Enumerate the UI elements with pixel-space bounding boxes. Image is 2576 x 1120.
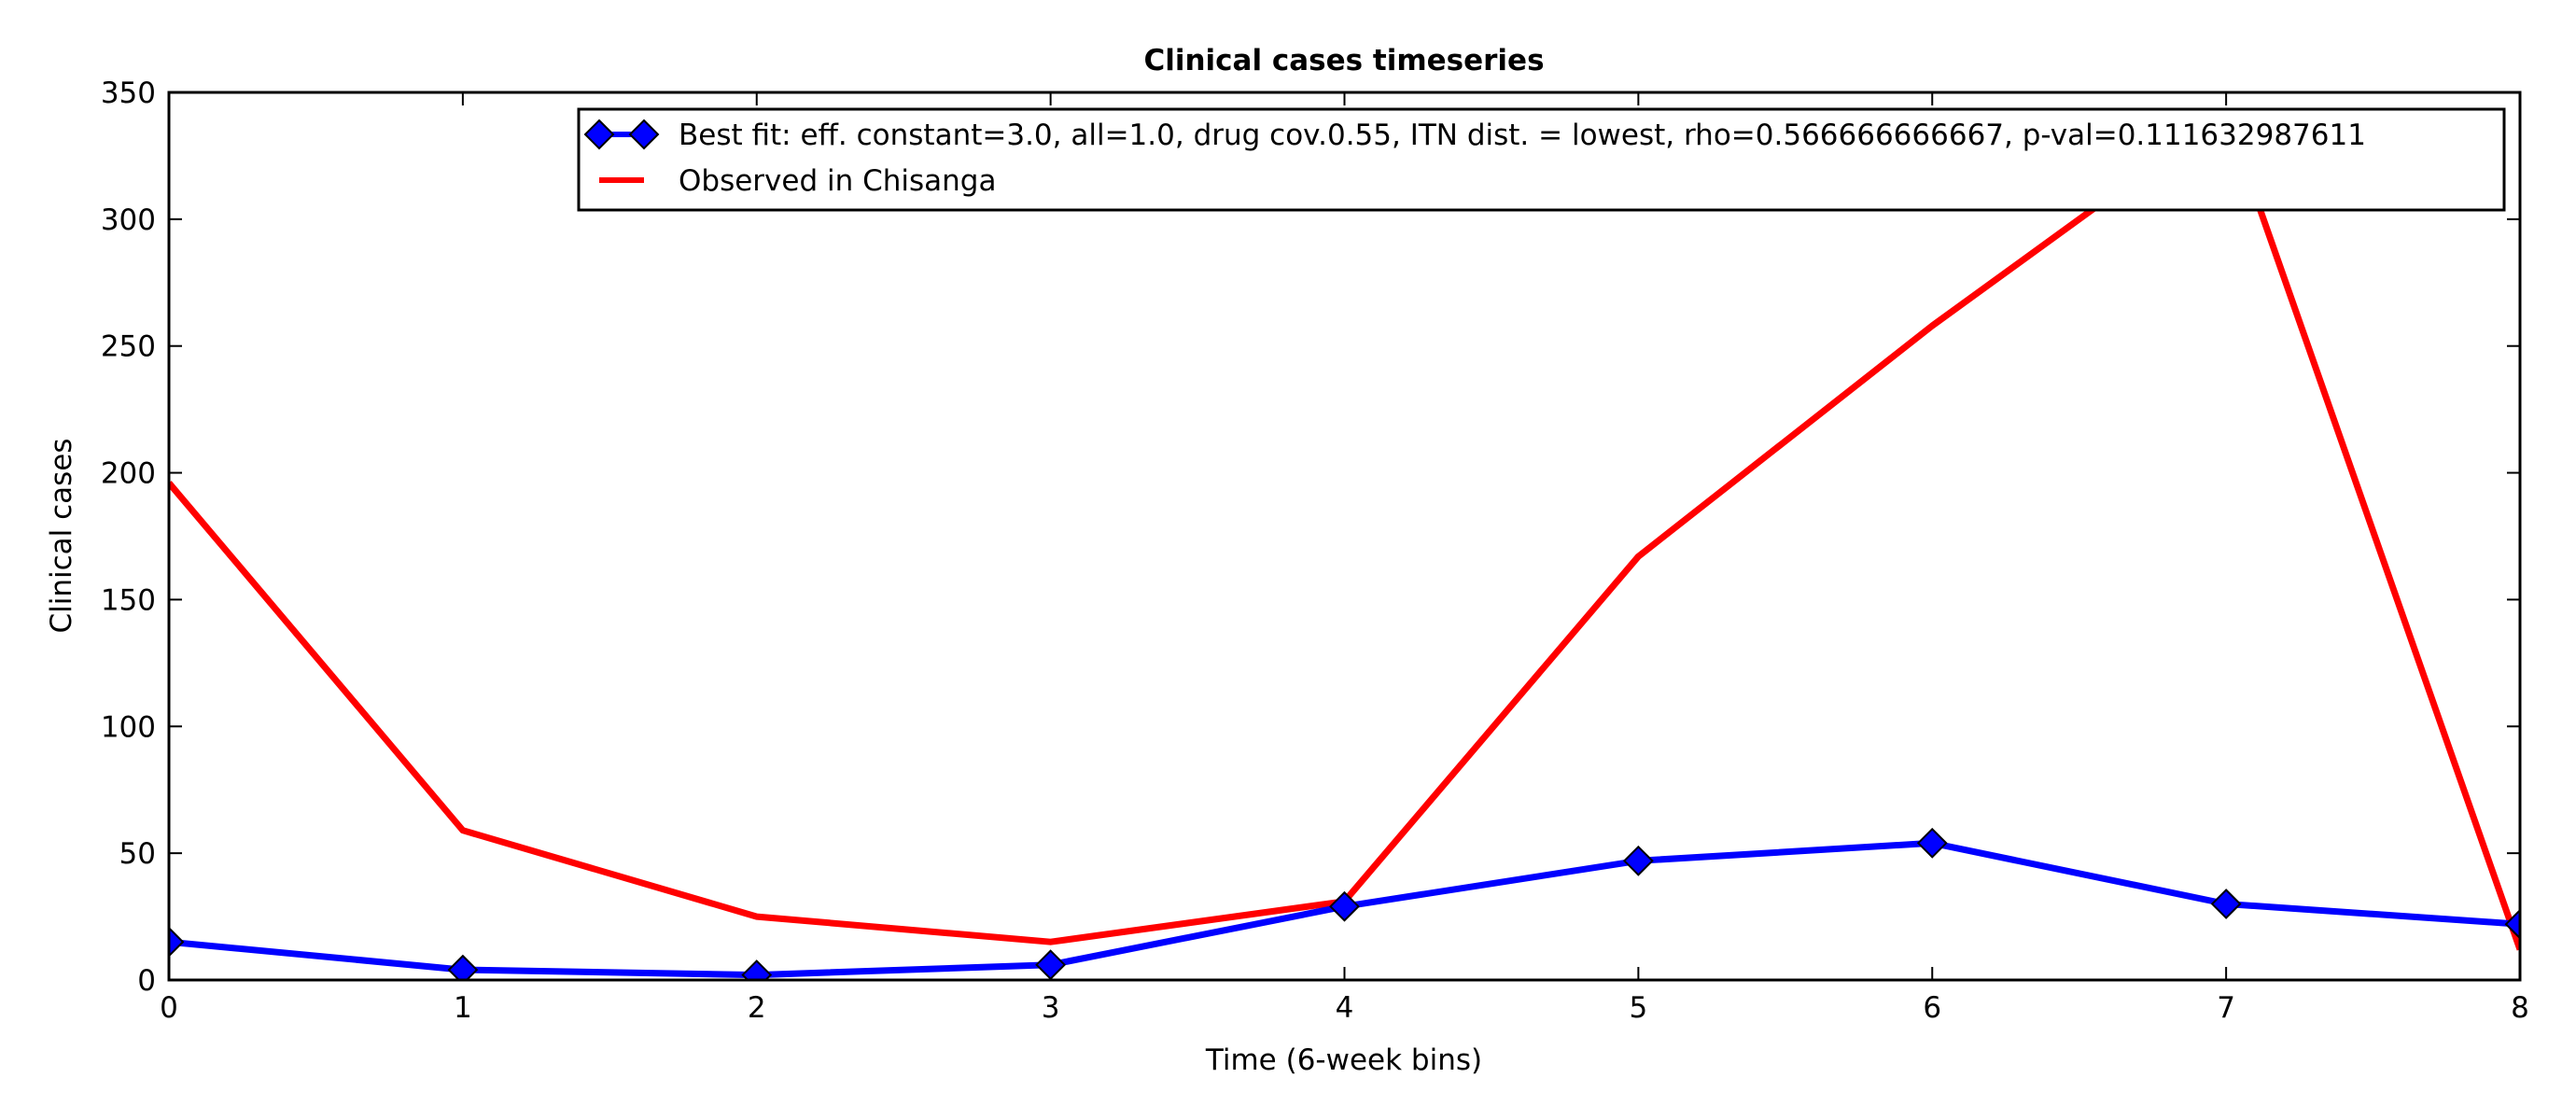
data-point-marker (1916, 827, 1948, 859)
y-axis-label: Clinical cases (45, 438, 78, 633)
y-tick-label: 250 (101, 330, 156, 364)
x-tick-label: 1 (454, 991, 472, 1025)
legend-box (577, 107, 2506, 212)
x-tick-label: 2 (748, 991, 766, 1025)
legend-label-observed: Observed in Chisanga (679, 164, 997, 198)
plot-series (169, 109, 2520, 980)
legend-marker-diamond (583, 119, 615, 150)
data-point-marker (447, 954, 479, 980)
data-point-marker (2504, 908, 2520, 940)
chart-title: Clinical cases timeseries (1143, 44, 1544, 77)
data-point-marker (169, 926, 185, 958)
y-tick-label: 100 (101, 710, 156, 744)
plot-frame (167, 91, 2522, 982)
x-tick-label: 7 (2217, 991, 2235, 1025)
data-point-marker (1622, 845, 1654, 876)
x-tick-label: 4 (1336, 991, 1354, 1025)
y-tick-label: 300 (101, 203, 156, 237)
x-tick-label: 3 (1042, 991, 1060, 1025)
x-tick-label: 8 (2511, 991, 2529, 1025)
data-point-marker (2210, 889, 2242, 919)
y-tick-label: 50 (119, 837, 156, 871)
legend-label-best-fit: Best fit: eff. constant=3.0, all=1.0, dr… (679, 119, 2366, 152)
x-axis-label: Time (6-week bins) (1205, 1043, 1482, 1077)
x-axis: 0 1 2 3 4 5 6 7 8 (160, 92, 2529, 1025)
legend: Best fit: eff. constant=3.0, all=1.0, dr… (577, 107, 2506, 212)
y-tick-label: 200 (101, 457, 156, 491)
y-tick-label: 350 (101, 77, 156, 110)
y-tick-label: 0 (137, 964, 156, 998)
x-tick-label: 6 (1923, 991, 1941, 1025)
data-point-marker (1035, 949, 1067, 980)
x-tick-label: 5 (1630, 991, 1648, 1025)
x-tick-label: 0 (160, 991, 178, 1025)
legend-marker-diamond (628, 119, 660, 150)
series-line-observed (169, 109, 2520, 951)
data-point-marker (1329, 890, 1360, 922)
y-axis: 0 50 100 150 200 250 300 350 (101, 77, 2520, 998)
y-tick-label: 150 (101, 583, 156, 617)
data-point-marker (741, 959, 773, 980)
